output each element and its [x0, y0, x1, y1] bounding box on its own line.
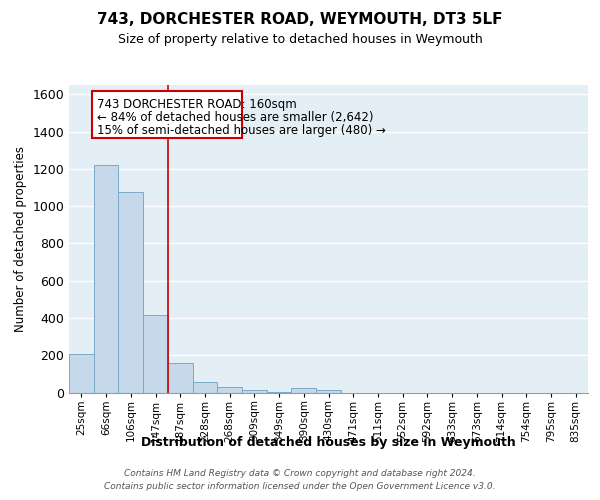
Text: 743 DORCHESTER ROAD: 160sqm: 743 DORCHESTER ROAD: 160sqm [97, 98, 296, 111]
FancyBboxPatch shape [92, 90, 242, 138]
Y-axis label: Number of detached properties: Number of detached properties [14, 146, 27, 332]
Text: 743, DORCHESTER ROAD, WEYMOUTH, DT3 5LF: 743, DORCHESTER ROAD, WEYMOUTH, DT3 5LF [97, 12, 503, 28]
Text: Contains HM Land Registry data © Crown copyright and database right 2024.
Contai: Contains HM Land Registry data © Crown c… [104, 470, 496, 491]
Bar [118, 192, 143, 392]
Bar [292, 388, 316, 392]
Bar [193, 382, 217, 392]
Bar [316, 390, 341, 392]
Text: Size of property relative to detached houses in Weymouth: Size of property relative to detached ho… [118, 32, 482, 46]
Text: ← 84% of detached houses are smaller (2,642): ← 84% of detached houses are smaller (2,… [97, 111, 373, 124]
Bar [94, 165, 118, 392]
Bar [217, 388, 242, 392]
Bar [168, 362, 193, 392]
Bar [242, 390, 267, 392]
Text: 15% of semi-detached houses are larger (480) →: 15% of semi-detached houses are larger (… [97, 124, 386, 137]
Text: Distribution of detached houses by size in Weymouth: Distribution of detached houses by size … [142, 436, 516, 449]
Bar [143, 315, 168, 392]
Bar [69, 354, 94, 393]
